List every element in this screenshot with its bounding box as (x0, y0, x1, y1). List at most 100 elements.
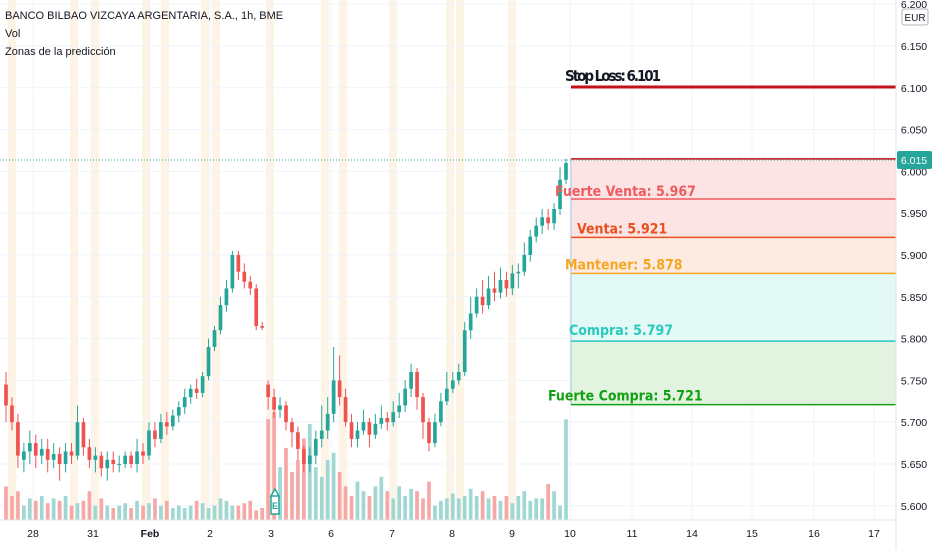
candle-body (552, 209, 556, 224)
volume-bar (349, 496, 354, 520)
volume-bar (510, 503, 515, 520)
candle-body (564, 163, 568, 180)
volume-bar (290, 472, 294, 520)
candle-body (468, 313, 473, 331)
candle-body (439, 401, 443, 423)
prediction-zones-indicator-label[interactable]: Zonas de la predicción (5, 46, 116, 58)
candle-body (248, 281, 253, 289)
candle-body (528, 236, 533, 255)
volume-bar (93, 505, 98, 520)
volume-indicator-label[interactable]: Vol (5, 28, 21, 40)
volume-bar (296, 460, 300, 520)
candle-body (278, 405, 282, 410)
volume-bar (564, 419, 568, 520)
volume-bar (123, 503, 127, 520)
candle-body (99, 455, 104, 469)
volume-bar (147, 503, 151, 520)
volume-bar (367, 496, 372, 520)
session-band (142, 0, 150, 520)
candle-body (325, 413, 330, 431)
candle-body (218, 305, 223, 331)
candle-body (391, 412, 396, 423)
volume-bar (486, 498, 491, 520)
volume-bar (343, 486, 348, 520)
session-band (321, 0, 329, 520)
price-tick-label: 6.000 (901, 166, 927, 178)
volume-bar (492, 496, 497, 520)
session-band (266, 0, 274, 520)
volume-bar (504, 496, 509, 520)
time-tick-label: 11 (627, 528, 638, 540)
volume-bar (129, 508, 133, 520)
sell-zone (571, 158, 896, 238)
candle-body (147, 430, 151, 456)
candle-body (492, 288, 497, 293)
session-band (161, 0, 169, 520)
time-tick-label: 14 (686, 528, 698, 540)
candle-body (242, 271, 247, 282)
prediction-levels (571, 85, 896, 406)
volume-bar (159, 505, 163, 520)
volume-bar (331, 452, 336, 520)
volume-bar (433, 505, 437, 520)
level-label: Compra: 5.797 (569, 323, 673, 339)
candle-body (254, 288, 259, 327)
candle-body (272, 397, 276, 410)
candle-body (224, 288, 229, 306)
candle-body (462, 330, 467, 373)
candle-body (111, 459, 116, 464)
candle-body (373, 423, 378, 435)
volume-bar (456, 498, 461, 520)
time-tick-label: 16 (808, 528, 820, 540)
candle-body (427, 422, 431, 444)
candle-body (81, 422, 86, 448)
level-label: Stop Loss: 6.101 (565, 67, 661, 85)
candle-body (230, 254, 235, 289)
volume-bar (427, 481, 431, 520)
candle-body (302, 448, 306, 464)
currency-badge[interactable] (901, 8, 929, 26)
candle-body (212, 330, 217, 347)
volume-bar (117, 505, 122, 520)
candle-body (93, 455, 98, 460)
candle-body (4, 384, 8, 406)
volume-bar (373, 486, 378, 520)
volume-bar (260, 508, 265, 520)
candle-body (558, 179, 562, 210)
volume-bar (325, 460, 330, 520)
earnings-event-marker[interactable]: E (269, 487, 281, 515)
price-axis: 5.600 5.650 5.700 5.750 5.800 5.850 5.900 5.950… (895, 0, 927, 550)
candle-body (27, 443, 32, 452)
candle-body (337, 380, 342, 398)
volume-bar (81, 500, 86, 520)
volume-bar (51, 498, 56, 520)
volume-bar (313, 467, 318, 520)
candle-body (16, 422, 20, 456)
volume-bar (176, 505, 181, 520)
candle-body (236, 254, 241, 272)
candle-body (522, 254, 527, 272)
candle-body (87, 447, 92, 460)
volume-bar (230, 505, 235, 520)
volume-bar (266, 419, 270, 520)
candle-body (456, 372, 461, 381)
volume-bar (87, 491, 92, 520)
time-tick-label: 6 (328, 528, 334, 540)
volume-bar (302, 438, 306, 520)
volume-bar (421, 498, 425, 520)
volume-bar (462, 496, 467, 520)
candle-body (200, 376, 205, 393)
symbol-title[interactable]: BANCO BILBAO VIZCAYA ARGENTARIA, S.A., 1… (5, 10, 284, 22)
session-band (446, 0, 454, 520)
candle-body (540, 217, 545, 226)
candle-body (135, 451, 139, 464)
candle-body (450, 380, 455, 389)
volume-bar (63, 496, 68, 520)
candle-body (510, 273, 515, 289)
price-tick-label: 6.050 (901, 125, 927, 137)
candle-body (141, 451, 145, 456)
price-tick-label: 5.800 (901, 334, 927, 346)
volume-bar (105, 505, 110, 520)
candle-body (385, 418, 390, 423)
